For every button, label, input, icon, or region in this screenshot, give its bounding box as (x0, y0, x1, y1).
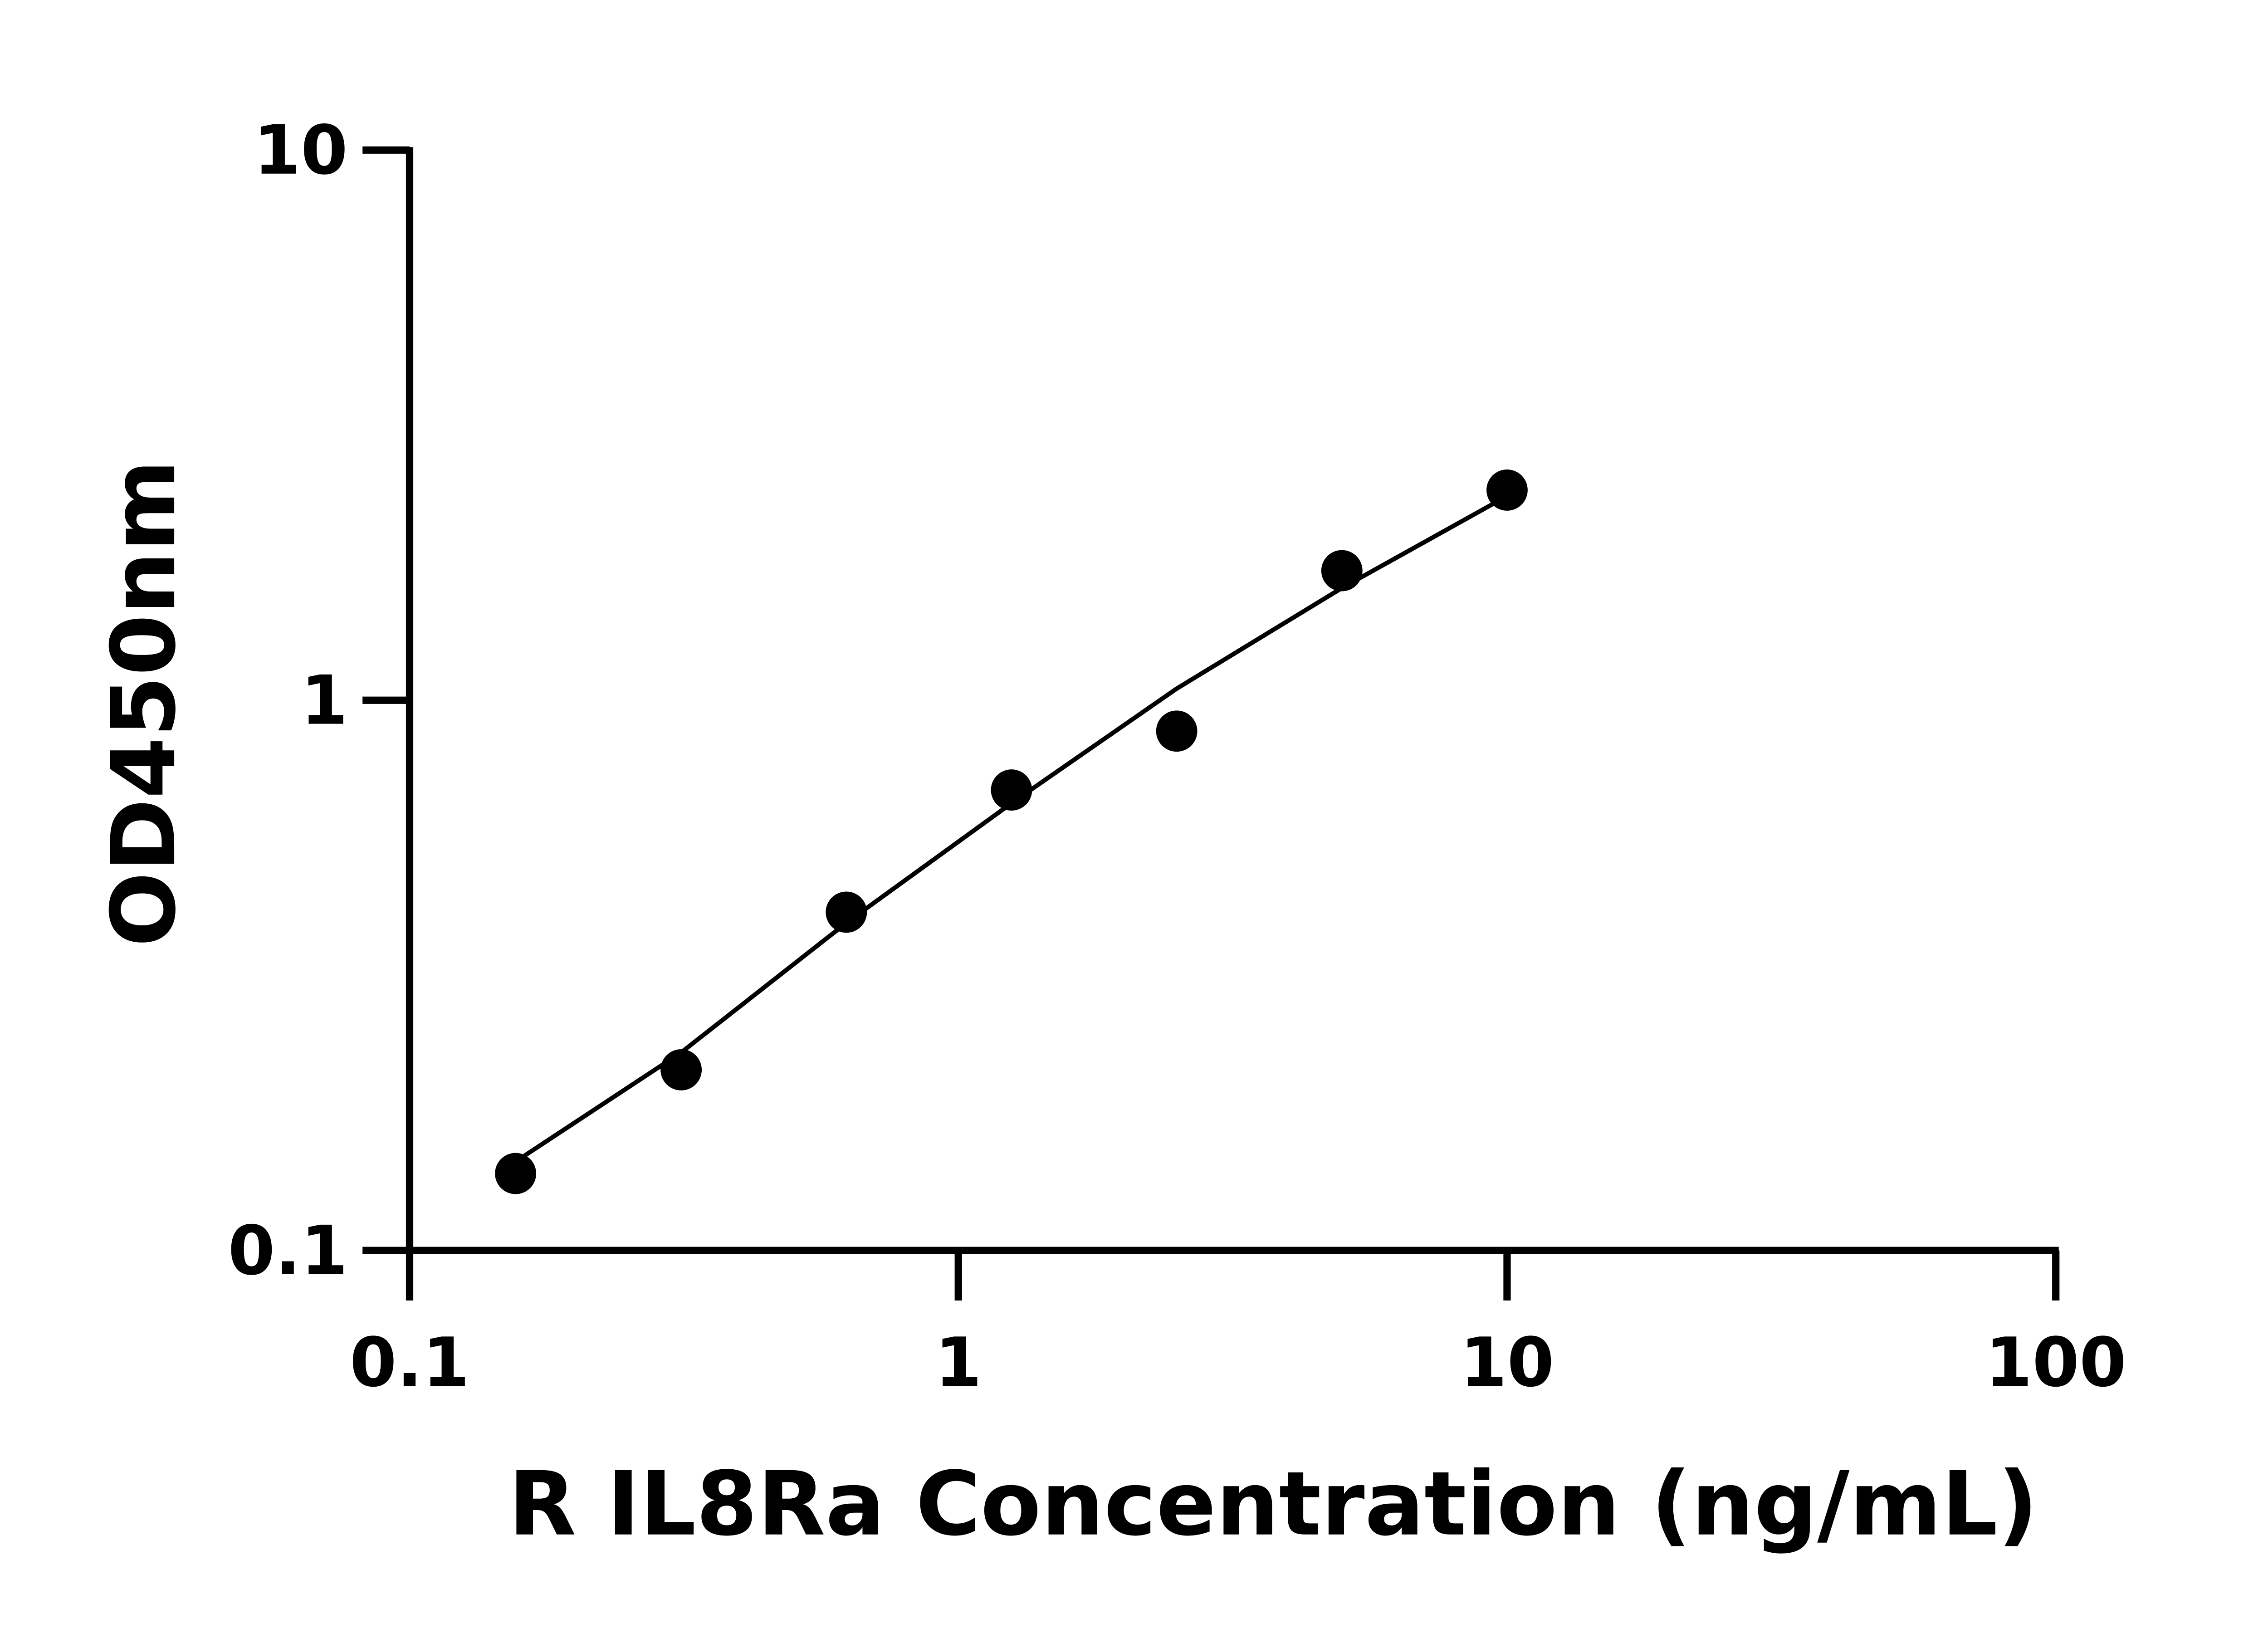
data-point (495, 1153, 537, 1194)
y-tick-label: 1 (301, 662, 348, 740)
data-point (1156, 710, 1198, 752)
y-tick-label: 10 (254, 112, 348, 190)
data-point (991, 769, 1032, 811)
y-tick-label: 0.1 (228, 1212, 348, 1291)
x-tick-label: 100 (1985, 1324, 2126, 1402)
data-point (660, 1049, 702, 1090)
x-tick-label: 1 (935, 1324, 982, 1402)
y-axis-title: OD450nm (92, 460, 195, 947)
x-axis-title: R IL8Ra Concentration (ng/mL) (508, 1452, 2038, 1555)
data-point (1321, 550, 1363, 592)
x-tick-label: 10 (1460, 1324, 1554, 1402)
plot-area (495, 469, 1528, 1194)
x-tick-label: 0.1 (350, 1324, 469, 1402)
data-point (826, 891, 867, 933)
data-point (1486, 469, 1528, 511)
